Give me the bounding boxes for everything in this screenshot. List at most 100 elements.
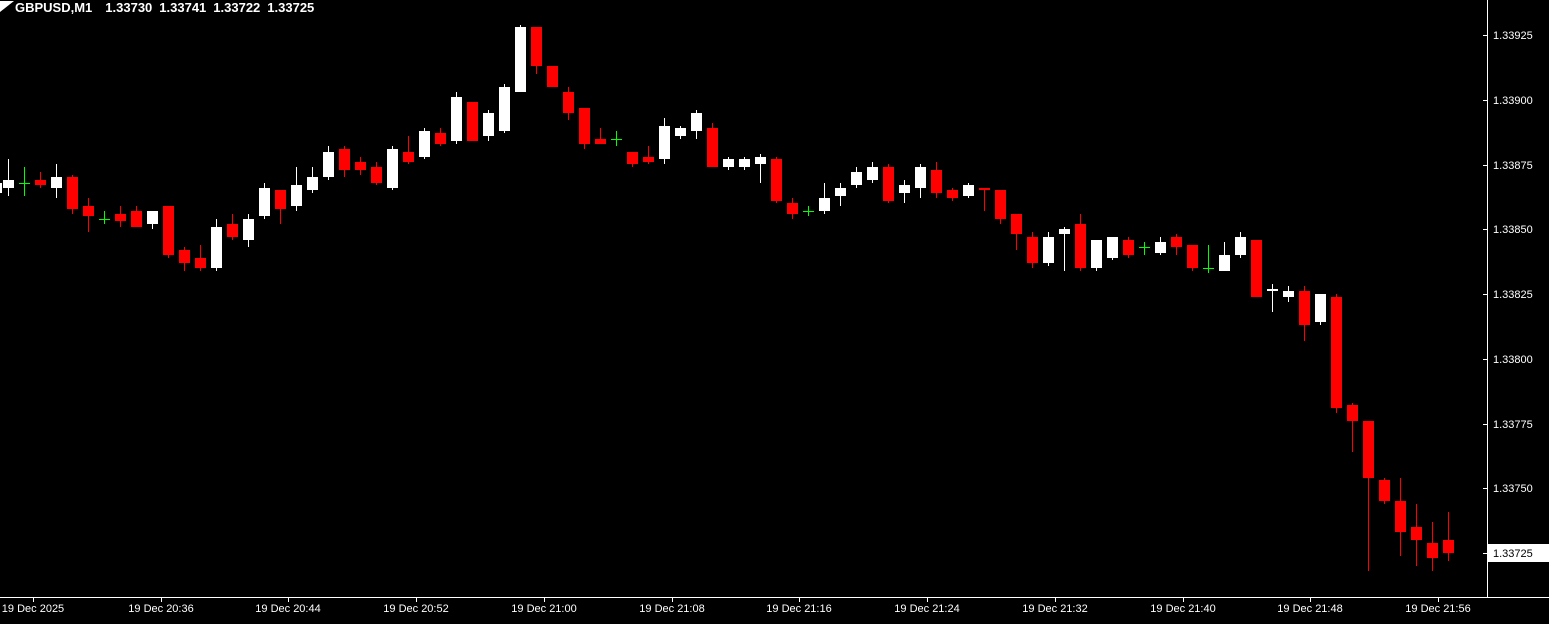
candle-wick <box>1352 403 1353 452</box>
candle-doji-body <box>1203 268 1214 269</box>
time-axis-label: 19 Dec 21:00 <box>511 603 576 615</box>
candle <box>1363 421 1374 571</box>
candle <box>467 102 478 141</box>
open-value: 1.33730 <box>105 0 153 15</box>
candle-wick <box>600 128 601 144</box>
candle-body <box>995 190 1006 219</box>
candle <box>723 157 734 170</box>
candle <box>1059 227 1070 271</box>
price-axis-tick <box>1483 165 1487 166</box>
candle-body <box>707 128 718 167</box>
candle <box>83 198 94 232</box>
candle-body <box>451 97 462 141</box>
candle <box>403 136 414 164</box>
symbol-timeframe-label: GBPUSD,M1 <box>15 0 93 15</box>
candle <box>339 146 350 177</box>
price-axis-tick <box>1483 488 1487 489</box>
candle-body <box>195 258 206 268</box>
candle <box>51 164 62 198</box>
candle-body <box>1043 237 1054 263</box>
candle-body <box>387 149 398 188</box>
candle-body <box>1331 297 1342 408</box>
candle <box>195 245 206 271</box>
candle-doji-body <box>611 139 622 140</box>
candle-body <box>1075 224 1086 268</box>
time-axis-tick <box>672 598 673 602</box>
candle-body <box>323 152 334 177</box>
candle-body <box>419 131 430 157</box>
candle <box>579 108 590 149</box>
candle-body <box>483 113 494 136</box>
time-axis-line[interactable] <box>0 597 1549 598</box>
price-axis-label: 1.33875 <box>1493 160 1533 172</box>
price-axis-tick <box>1483 100 1487 101</box>
candle <box>1139 242 1150 255</box>
candle <box>3 159 14 196</box>
candle-body <box>531 27 542 66</box>
candle-body <box>83 206 94 216</box>
candle <box>1347 403 1358 452</box>
candle-body <box>403 152 414 162</box>
candle <box>387 146 398 190</box>
price-axis-label: 1.33800 <box>1493 354 1533 366</box>
candle-body <box>1027 237 1038 263</box>
candle-wick <box>984 188 985 211</box>
price-axis-label: 1.33775 <box>1493 419 1533 431</box>
candle <box>755 154 766 183</box>
time-axis-label: 19 Dec 21:24 <box>894 603 959 615</box>
candle-body <box>883 167 894 201</box>
one-click-trading-triangle-icon[interactable] <box>0 1 14 12</box>
candle <box>1187 245 1198 271</box>
candle <box>307 167 318 193</box>
candle <box>291 167 302 211</box>
candle-body <box>35 180 46 185</box>
candle-body <box>355 162 366 170</box>
candle-body <box>1187 245 1198 268</box>
candle-body <box>227 224 238 237</box>
candle <box>1075 214 1086 271</box>
time-axis-tick <box>1183 598 1184 602</box>
candle <box>147 211 158 229</box>
candle <box>963 183 974 198</box>
candle-body <box>595 139 606 144</box>
time-axis-tick <box>544 598 545 602</box>
candle-doji-body <box>99 219 110 220</box>
candle-wick <box>1208 245 1209 273</box>
candle-wick <box>24 167 25 196</box>
candle <box>259 183 270 219</box>
candle <box>163 206 174 258</box>
candle-body <box>499 87 510 131</box>
candle-wick <box>408 136 409 164</box>
candle-body <box>547 66 558 87</box>
candle <box>19 167 30 196</box>
price-axis-tick <box>1483 229 1487 230</box>
candle <box>659 118 670 164</box>
candle <box>883 164 894 203</box>
candle <box>99 211 110 224</box>
candle-doji-body <box>1139 247 1150 248</box>
candle <box>563 87 574 120</box>
candle-wick <box>104 211 105 224</box>
candle-body <box>131 211 142 227</box>
current-price-tag <box>1488 544 1549 562</box>
candle-body <box>147 211 158 224</box>
candle-body <box>67 177 78 209</box>
candle-wick <box>1144 242 1145 255</box>
candle <box>819 183 830 214</box>
price-axis-label: 1.33850 <box>1493 224 1533 236</box>
candle <box>1283 286 1294 302</box>
candle <box>1315 294 1326 325</box>
candle <box>227 214 238 240</box>
time-axis-tick <box>161 598 162 602</box>
candle-body <box>339 149 350 170</box>
candle-body <box>739 159 750 167</box>
candle-body <box>1379 480 1390 501</box>
candle <box>1251 240 1262 297</box>
candle-body <box>851 172 862 185</box>
price-axis-line[interactable] <box>1487 0 1488 597</box>
candle <box>483 110 494 141</box>
candle-wick <box>1064 227 1065 271</box>
candle <box>1267 284 1278 312</box>
candle-body <box>1235 237 1246 255</box>
